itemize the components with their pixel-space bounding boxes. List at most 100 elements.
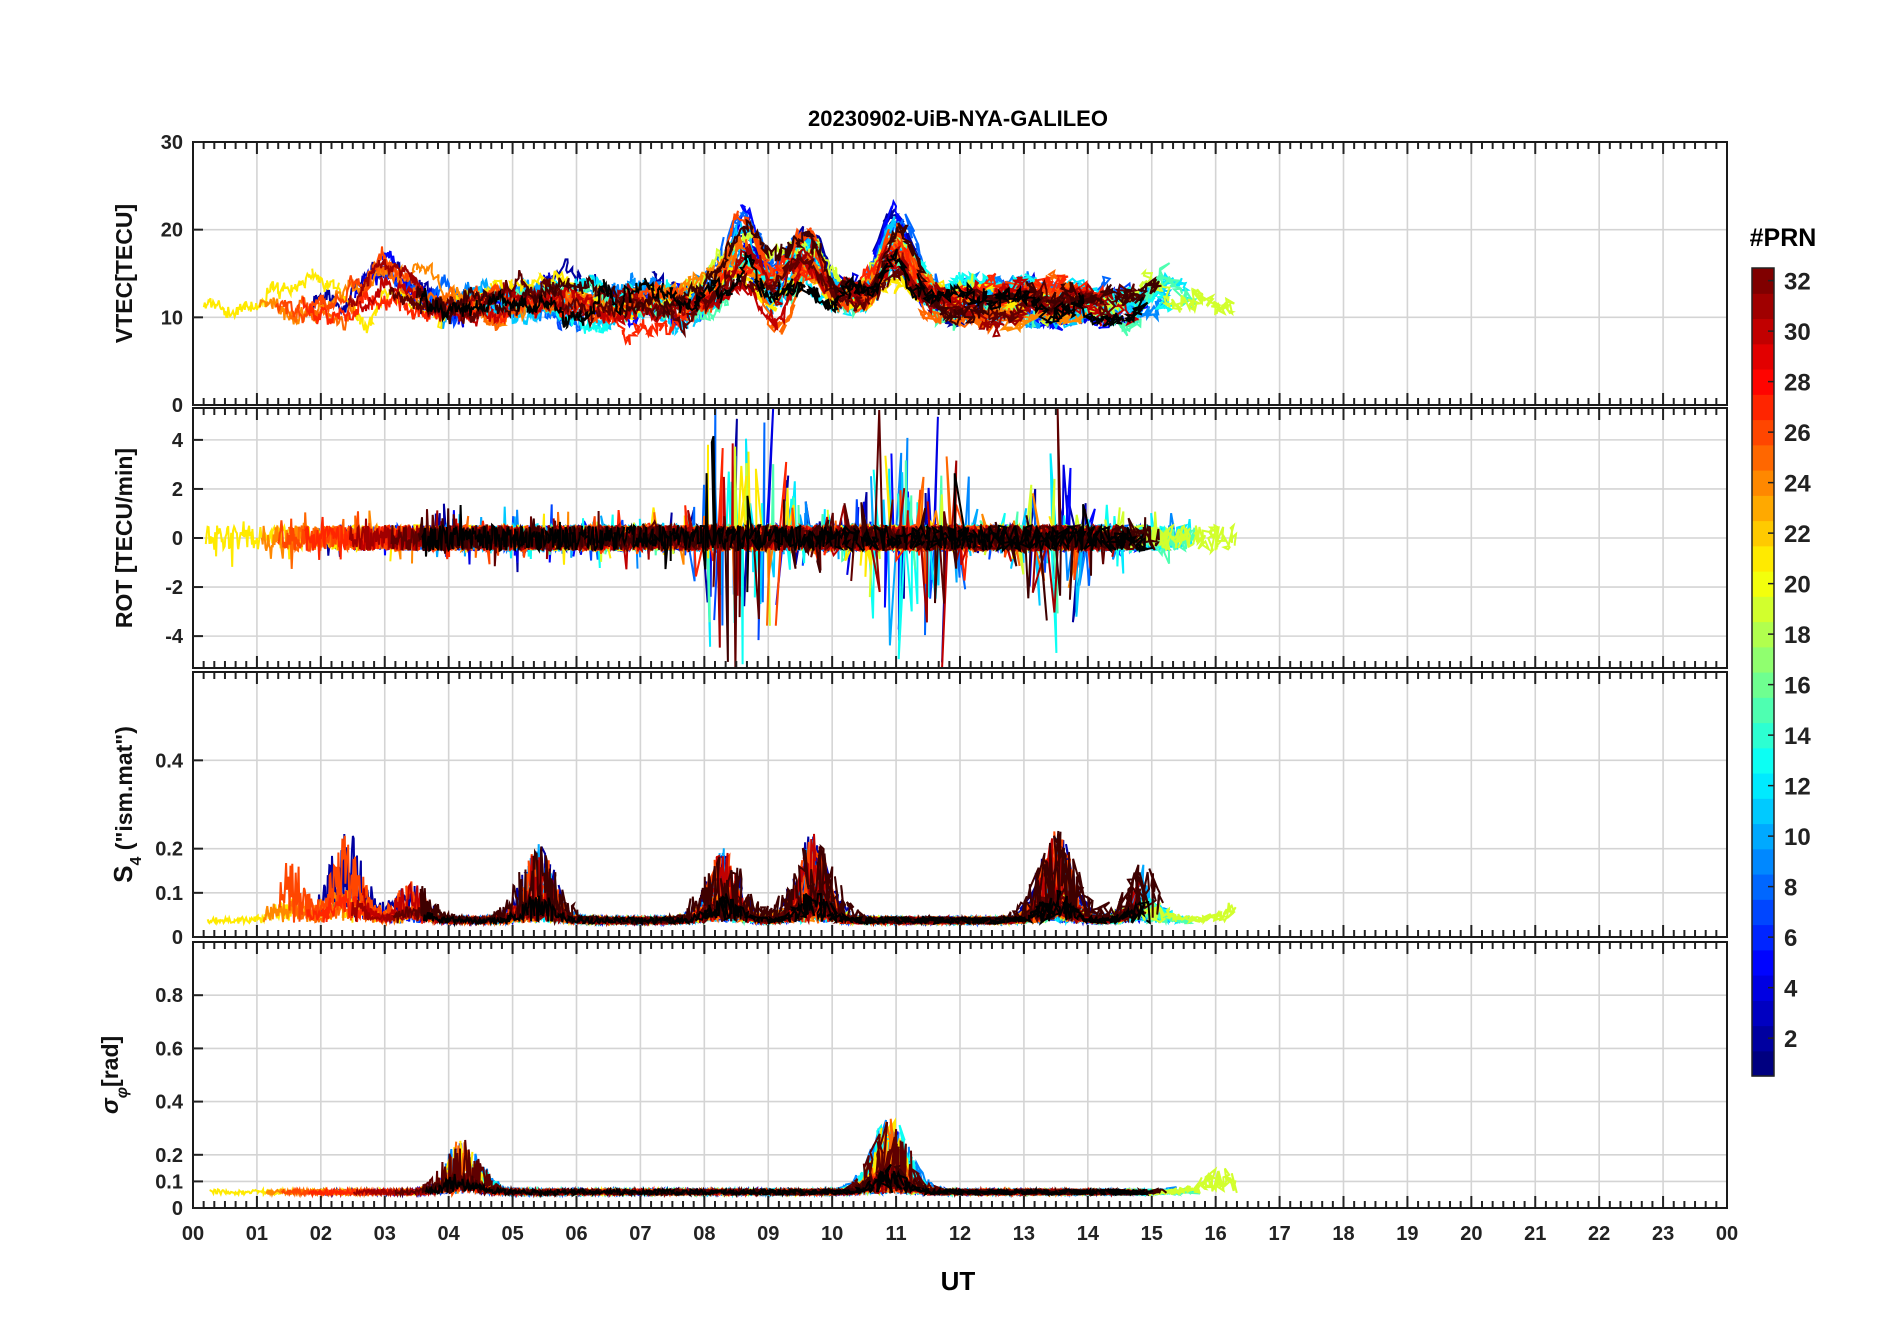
y-tick-label: 0.6	[155, 1038, 183, 1060]
series-prn-36	[419, 248, 1149, 331]
colorbar-segment	[1752, 369, 1774, 395]
y-tick-label: 30	[161, 132, 183, 154]
colorbar-segment	[1752, 773, 1774, 799]
rot-panel: -4 -2 0 2 4 ROT [TECU/min]	[111, 407, 1728, 669]
y-tick-label: 0.2	[155, 839, 183, 861]
series-prn-30	[358, 253, 1140, 332]
x-tick-label: 13	[1013, 1223, 1035, 1245]
colorbar-segment	[1752, 747, 1774, 774]
axes-frame	[192, 941, 1728, 1209]
x-tick-label: 05	[501, 1223, 523, 1245]
series-group	[202, 198, 1236, 346]
colorbar-segment	[1752, 293, 1774, 320]
series-prn-33	[388, 253, 1141, 339]
x-tick-label: 04	[438, 1223, 461, 1245]
colorbar-label: #PRN	[1750, 224, 1817, 252]
x-tick-label: 02	[310, 1223, 332, 1245]
y-tick-label: 10	[161, 307, 183, 329]
colorbar-tick-label: 16	[1784, 673, 1811, 700]
colorbar-tick-label: 8	[1784, 875, 1797, 902]
colorbar-segment	[1752, 571, 1774, 597]
series-prn-36	[424, 1163, 1154, 1198]
s4-panel: 0 0.1 0.2 0.4 S4 ("ism.mat")	[108, 671, 1728, 949]
x-tick-label: 18	[1332, 1223, 1354, 1245]
colorbar-segment	[1752, 949, 1774, 976]
colorbar-tick-label: 4	[1784, 976, 1798, 1003]
colorbar-segment	[1752, 672, 1774, 698]
y-tick-label: -2	[165, 577, 183, 599]
series-group	[206, 830, 1237, 928]
x-tick-label: 12	[949, 1223, 971, 1245]
colorbar-segment	[1752, 848, 1774, 875]
colorbar-segment	[1752, 318, 1774, 345]
colorbar-segment	[1752, 975, 1774, 1001]
colorbar-segment	[1752, 1025, 1774, 1052]
y-tick-label: 0.1	[155, 1171, 183, 1193]
axes-frame	[192, 141, 1728, 406]
x-tick-label: 22	[1588, 1223, 1610, 1245]
colorbar-segment	[1752, 419, 1774, 446]
x-axis-label: UT	[941, 1266, 976, 1296]
colorbar-segment	[1752, 1050, 1774, 1077]
colorbar-frame	[1751, 267, 1775, 1077]
x-tick-label: 01	[246, 1223, 268, 1245]
y-tick-label: 0.8	[155, 985, 183, 1007]
colorbar-segment	[1752, 444, 1774, 471]
x-tick-label: 10	[821, 1223, 843, 1245]
axes-frame	[192, 671, 1728, 938]
colorbar-segment	[1752, 394, 1774, 421]
y-tick-label: 0.4	[155, 1092, 184, 1114]
colorbar-segment	[1752, 899, 1774, 926]
x-tick-label: 15	[1141, 1223, 1163, 1245]
y-tick-label: 0	[172, 528, 183, 550]
x-tick-label: 00	[182, 1223, 204, 1245]
colorbar-tick-label: 14	[1784, 723, 1811, 750]
colorbar-tick-label: 6	[1784, 925, 1797, 952]
colorbar-tick-label: 26	[1784, 420, 1811, 447]
series-prn-36	[422, 889, 1151, 928]
x-axis-tick-labels: 00 01 02 03 04 05 06 07 08 09 10 11 12 13 14 15 16 17 18 19…	[182, 1223, 1738, 1245]
colorbar-tick-label: 20	[1784, 572, 1811, 599]
x-tick-label: 07	[629, 1223, 651, 1245]
colorbar-segment	[1752, 823, 1774, 850]
y-axis-label: VTEC[TECU]	[111, 204, 137, 343]
colorbar-segment	[1752, 268, 1774, 294]
colorbar-segment	[1752, 1000, 1774, 1027]
y-tick-label: 0	[172, 927, 183, 949]
x-tick-label: 16	[1205, 1223, 1227, 1245]
y-tick-label: 0	[172, 1198, 183, 1220]
colorbar-tick-label: 12	[1784, 774, 1811, 801]
x-tick-label: 21	[1524, 1223, 1546, 1245]
colorbar-segment	[1752, 697, 1774, 724]
x-tick-label: 17	[1268, 1223, 1290, 1245]
x-tick-label: 23	[1652, 1223, 1674, 1245]
y-tick-label: 0	[172, 395, 183, 417]
x-tick-label: 00	[1716, 1223, 1738, 1245]
y-tick-label: 0.2	[155, 1145, 183, 1167]
y-axis-label: σφ[rad]	[97, 1036, 131, 1114]
series-group	[204, 408, 1238, 668]
colorbar-tick-label: 18	[1784, 622, 1811, 649]
x-tick-label: 11	[886, 1223, 907, 1245]
series-group	[209, 1117, 1238, 1199]
x-tick-label: 20	[1460, 1223, 1482, 1245]
chart-title: 20230902-UiB-NYA-GALILEO	[808, 106, 1108, 131]
y-tick-label: 0.4	[155, 750, 184, 772]
y-tick-label: 0.1	[155, 883, 183, 905]
colorbar-tick-label: 32	[1784, 269, 1811, 296]
colorbar-tick-label: 30	[1784, 319, 1811, 346]
colorbar-segment	[1752, 722, 1774, 749]
x-tick-label: 08	[693, 1223, 715, 1245]
colorbar-segment	[1752, 924, 1774, 951]
colorbar-tick-label: 2	[1784, 1026, 1797, 1053]
colorbar-segment	[1752, 495, 1774, 522]
colorbar-segment	[1752, 596, 1774, 623]
colorbar-segment	[1752, 545, 1774, 572]
vtec-panel: 0 10 20 30 VTEC[TECU]	[111, 132, 1728, 417]
y-tick-label: 20	[161, 220, 183, 242]
colorbar-segment	[1752, 520, 1774, 547]
x-tick-label: 09	[757, 1223, 779, 1245]
y-tick-label: -4	[165, 626, 184, 648]
x-tick-label: 06	[565, 1223, 587, 1245]
